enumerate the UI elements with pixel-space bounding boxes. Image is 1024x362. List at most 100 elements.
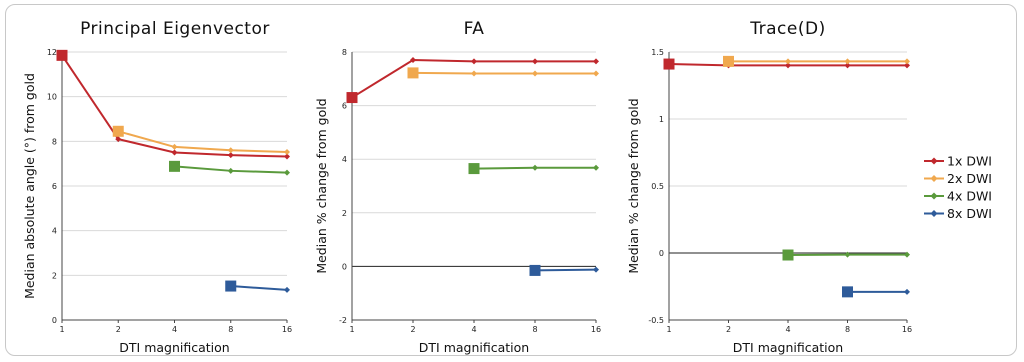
data-point: [284, 169, 290, 176]
legend-item: 1x DWI: [924, 154, 992, 169]
x-tick-label: 4: [471, 325, 476, 334]
chart-title: Trace(D): [749, 19, 825, 39]
legend-label: 4x DWI: [947, 189, 992, 204]
series-1x-dwi: [56, 49, 290, 160]
legend-item: 8x DWI: [924, 206, 992, 221]
series-2x-dwi: [407, 67, 599, 79]
x-tick-label: 1: [59, 325, 64, 334]
x-tick-label: 16: [282, 325, 292, 334]
data-point: [785, 58, 791, 65]
series-8x-dwi: [529, 264, 599, 276]
x-tick-label: 16: [902, 325, 912, 334]
series-line: [351, 59, 596, 99]
start-marker: [782, 249, 794, 261]
series-2x-dwi: [112, 125, 290, 156]
data-point: [844, 62, 851, 69]
data-point: [227, 147, 234, 154]
y-tick-label: 0: [52, 316, 57, 325]
x-tick-label: 2: [116, 325, 121, 334]
series-1x-dwi: [346, 57, 599, 104]
chart-panel-2: -2 0 2 4 6 8 1 2 4 8 16 FA DTI magnification Median %…: [314, 19, 601, 355]
start-marker: [842, 286, 853, 298]
chart-title: FA: [464, 19, 485, 39]
y-tick-label: -2: [339, 316, 347, 325]
series-8x-dwi: [842, 286, 910, 298]
start-marker: [56, 49, 68, 61]
data-point: [410, 57, 416, 64]
data-point: [284, 286, 290, 293]
x-tick-label: 2: [410, 325, 415, 334]
y-tick-label: 0.5: [651, 182, 664, 191]
series-4x-dwi: [468, 163, 599, 175]
x-axis-label: DTI magnification: [733, 340, 843, 355]
x-tick-label: 16: [591, 325, 601, 334]
y-tick-label: 1: [659, 115, 664, 124]
x-axis-label: DTI magnification: [119, 340, 229, 355]
legend-swatch-marker: [930, 192, 938, 200]
data-point: [284, 153, 290, 160]
x-tick-label: 1: [349, 325, 354, 334]
start-marker: [225, 280, 237, 292]
legend-label: 1x DWI: [947, 154, 992, 169]
series-8x-dwi: [225, 280, 290, 293]
x-tick-label: 4: [172, 325, 177, 334]
data-point: [593, 266, 599, 273]
x-tick-label: 8: [532, 325, 537, 334]
x-tick-label: 8: [228, 325, 233, 334]
start-marker: [529, 264, 541, 276]
data-point: [532, 164, 538, 171]
chart-title: Principal Eigenvector: [80, 19, 270, 39]
series-line: [117, 130, 288, 154]
data-point: [227, 152, 234, 159]
legend-label: 2x DWI: [947, 171, 992, 186]
start-marker: [723, 55, 734, 67]
start-marker: [169, 160, 180, 172]
data-point: [904, 288, 910, 295]
x-tick-label: 1: [666, 325, 671, 334]
data-point: [532, 70, 538, 77]
y-tick-label: 6: [52, 182, 57, 191]
y-tick-label: 4: [52, 227, 57, 236]
data-point: [844, 58, 851, 65]
legend-label: 8x DWI: [947, 206, 992, 221]
chart-panel-3: -0.5 0 0.5 1 1.5 1 2 4 8 16 Trace(D) DTI magnificat…: [626, 19, 912, 355]
series-line: [412, 71, 596, 75]
y-tick-label: 12: [47, 48, 57, 57]
x-tick-label: 4: [785, 325, 790, 334]
data-point: [593, 70, 599, 77]
start-marker: [346, 92, 358, 104]
data-point: [593, 164, 599, 171]
y-tick-label: 1.5: [651, 48, 664, 57]
series-4x-dwi: [782, 249, 910, 261]
start-marker: [468, 163, 480, 175]
data-point: [171, 149, 178, 156]
y-tick-label: 8: [52, 137, 57, 146]
start-marker: [407, 67, 419, 79]
y-tick-label: 2: [342, 209, 347, 218]
start-marker: [663, 58, 675, 70]
data-point: [471, 70, 477, 77]
data-point: [532, 58, 538, 65]
y-axis-label: Median % change from gold: [314, 98, 329, 273]
legend-item: 4x DWI: [924, 189, 992, 204]
y-tick-label: 2: [52, 271, 57, 280]
x-tick-label: 2: [726, 325, 731, 334]
y-tick-label: 0: [342, 262, 347, 271]
y-tick-label: 6: [342, 102, 347, 111]
y-axis-label: Median absolute angle (°) from gold: [22, 73, 37, 299]
data-point: [785, 62, 791, 69]
data-point: [115, 136, 122, 143]
x-axis-label: DTI magnification: [419, 340, 529, 355]
data-point: [904, 58, 910, 65]
data-point: [904, 251, 910, 258]
series-line: [534, 268, 597, 272]
y-axis-label: Median % change from gold: [626, 98, 641, 273]
y-tick-label: 4: [342, 155, 347, 164]
y-tick-label: 0: [659, 249, 664, 258]
legend-swatch-marker: [930, 157, 938, 165]
legend-item: 2x DWI: [924, 171, 992, 186]
data-point: [171, 143, 178, 150]
series-line: [230, 285, 288, 291]
y-tick-label: 8: [342, 48, 347, 57]
